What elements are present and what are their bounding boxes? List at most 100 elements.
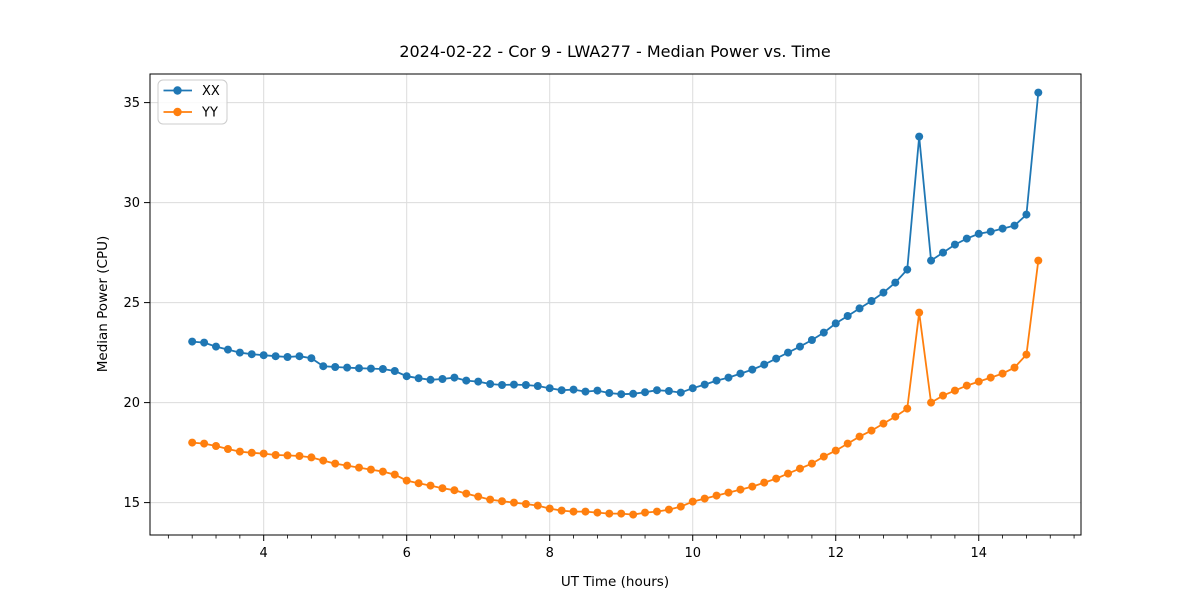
data-point-xx: [426, 375, 435, 384]
data-point-xx: [688, 384, 697, 393]
data-point-yy: [855, 432, 864, 441]
y-tick-label: 20: [123, 396, 140, 411]
y-tick-label: 30: [123, 196, 140, 211]
data-point-xx: [378, 365, 387, 373]
data-point-yy: [891, 412, 900, 421]
y-tick-label: 35: [123, 96, 140, 111]
data-point-xx: [605, 389, 614, 397]
y-tick-label: 15: [123, 496, 140, 511]
data-point-xx: [331, 363, 340, 371]
x-tick-label: 6: [403, 546, 411, 561]
data-point-yy: [200, 439, 209, 448]
data-point-xx: [581, 387, 590, 396]
data-point-xx: [795, 342, 804, 351]
legend-marker-xx-icon: [173, 86, 182, 95]
data-point-xx: [807, 336, 816, 344]
data-point-xx: [593, 386, 602, 395]
data-point-yy: [736, 485, 745, 494]
data-point-xx: [188, 337, 197, 346]
data-point-yy: [462, 489, 471, 498]
data-point-xx: [283, 353, 292, 361]
data-point-yy: [629, 510, 638, 519]
data-point-xx: [462, 376, 471, 385]
data-point-yy: [676, 502, 685, 511]
data-point-xx: [843, 312, 852, 320]
data-point-xx: [414, 374, 423, 383]
data-point-yy: [760, 478, 769, 487]
data-point-yy: [605, 509, 614, 518]
data-point-xx: [319, 362, 328, 371]
data-point-yy: [319, 456, 328, 465]
data-point-yy: [247, 448, 256, 457]
data-point-yy: [962, 381, 971, 390]
data-point-xx: [760, 360, 769, 369]
data-point-xx: [962, 234, 971, 243]
data-point-yy: [378, 467, 387, 476]
data-point-yy: [188, 438, 197, 447]
data-point-yy: [772, 474, 781, 483]
legend-label-xx: XX: [202, 84, 220, 99]
data-point-xx: [974, 229, 983, 238]
data-point-xx: [545, 384, 554, 393]
data-point-xx: [271, 352, 280, 361]
data-point-yy: [879, 419, 888, 428]
data-point-yy: [486, 495, 495, 504]
data-point-yy: [807, 459, 816, 468]
legend-label-yy: YY: [201, 106, 218, 121]
data-point-xx: [1022, 210, 1031, 219]
data-point-xx: [700, 380, 709, 389]
data-point-yy: [641, 508, 650, 517]
data-point-yy: [545, 504, 554, 513]
data-point-xx: [521, 381, 530, 389]
data-point-yy: [450, 486, 459, 495]
data-point-yy: [355, 463, 364, 472]
data-point-xx: [235, 348, 244, 357]
data-point-xx: [259, 351, 268, 360]
data-point-yy: [1034, 256, 1043, 265]
data-point-xx: [903, 265, 912, 274]
data-point-yy: [927, 398, 936, 407]
data-point-yy: [295, 452, 304, 460]
data-point-xx: [1034, 88, 1043, 97]
data-point-yy: [271, 451, 280, 459]
data-point-xx: [891, 278, 900, 287]
plot-frame: [149, 73, 1082, 536]
data-point-xx: [867, 297, 876, 305]
legend-entry-xx: XX: [163, 84, 220, 99]
data-point-xx: [629, 389, 638, 398]
data-point-xx: [724, 373, 733, 382]
data-point-yy: [652, 507, 661, 516]
data-point-xx: [474, 377, 483, 386]
legend-entry-yy: YY: [163, 106, 218, 121]
x-tick-label: 10: [684, 546, 701, 561]
data-point-yy: [712, 491, 721, 500]
series-yy: [188, 256, 1043, 519]
data-point-yy: [212, 442, 220, 450]
x-tick-label: 12: [827, 546, 844, 561]
data-point-xx: [927, 256, 936, 265]
data-point-xx: [212, 342, 220, 351]
data-point-xx: [1010, 221, 1019, 230]
data-point-xx: [986, 227, 995, 236]
data-point-yy: [664, 505, 673, 514]
y-tick-label: 25: [123, 296, 140, 311]
data-point-xx: [938, 248, 947, 257]
data-point-xx: [664, 387, 673, 395]
data-point-xx: [355, 364, 364, 373]
data-point-xx: [915, 132, 924, 141]
data-point-xx: [533, 382, 542, 390]
data-point-yy: [748, 482, 757, 491]
data-point-yy: [366, 465, 375, 474]
data-point-yy: [593, 508, 602, 517]
chart-title: 2024-02-22 - Cor 9 - LWA277 - Median Pow…: [399, 42, 830, 61]
data-point-yy: [784, 469, 793, 478]
axis-ticks: [144, 102, 1075, 541]
legend-marker-yy-icon: [173, 107, 182, 117]
legend: XX YY: [157, 79, 228, 125]
data-point-yy: [915, 308, 924, 317]
data-point-xx: [366, 364, 375, 373]
data-point-xx: [200, 338, 209, 347]
data-point-yy: [581, 507, 590, 516]
